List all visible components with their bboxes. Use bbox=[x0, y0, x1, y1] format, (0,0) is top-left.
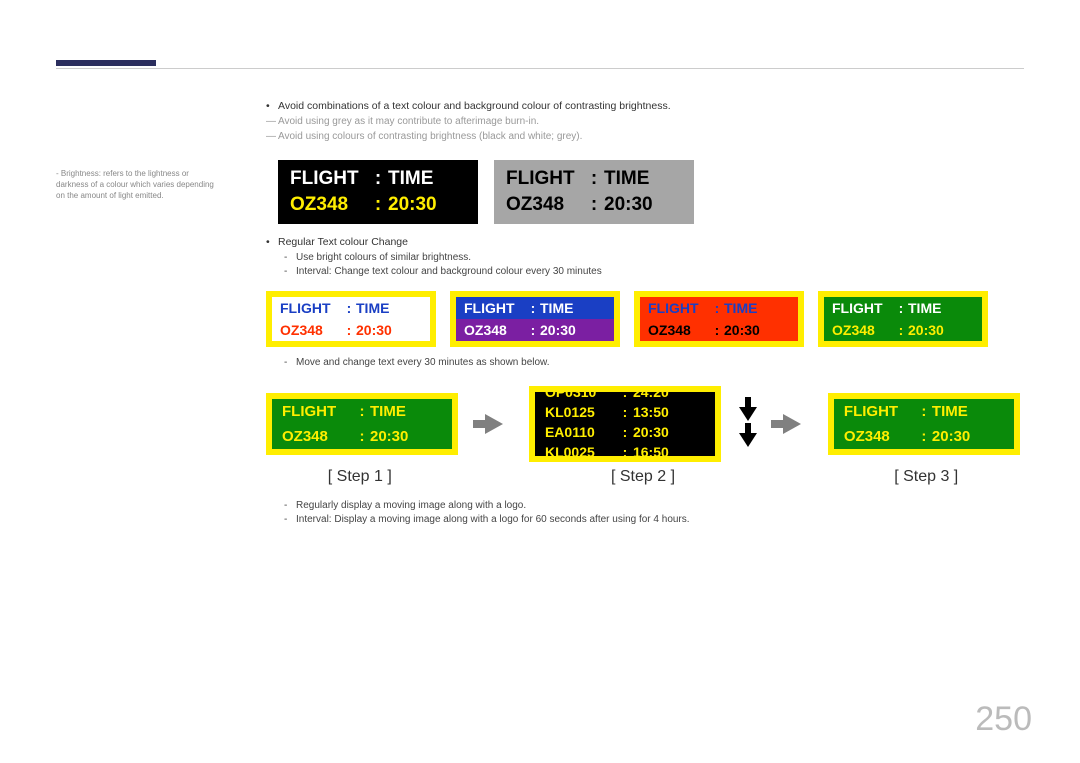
steps-row: FLIGHT:TIME OZ348:20:30 OP0310:24:20KL01… bbox=[266, 386, 1020, 462]
dash-note-1: Avoid using grey as it may contribute to… bbox=[260, 116, 1020, 127]
bullet-1: Avoid combinations of a text colour and … bbox=[260, 100, 1020, 112]
sub-1: Use bright colours of similar brightness… bbox=[260, 252, 1020, 263]
colour-board-3: FLIGHT:TIME OZ348:20:30 bbox=[818, 291, 988, 347]
page-number: 250 bbox=[975, 700, 1032, 739]
sub-3: Move and change text every 30 minutes as… bbox=[260, 357, 1020, 368]
step1-board: FLIGHT:TIME OZ348:20:30 bbox=[266, 393, 458, 455]
bullet-2: Regular Text colour Change bbox=[260, 236, 1020, 248]
header-accent-bar bbox=[56, 60, 156, 66]
flight-time: 20:30 bbox=[388, 194, 466, 216]
sidebar-footnote-text: Brightness: refers to the lightness or d… bbox=[56, 169, 214, 200]
step-label-3: [ Step 3 ] bbox=[832, 468, 1020, 486]
board-grey-row2: OZ348 : 20:30 bbox=[494, 192, 694, 218]
colour-board-1: FLIGHT:TIME OZ348:20:30 bbox=[450, 291, 620, 347]
scroll-row: KL0025:16:50 bbox=[535, 442, 715, 462]
sidebar-footnote: - Brightness: refers to the lightness or… bbox=[56, 168, 216, 202]
colour-board-0: FLIGHT:TIME OZ348:20:30 bbox=[266, 291, 436, 347]
sub-4: Regularly display a moving image along w… bbox=[260, 500, 1020, 511]
step-label-1: [ Step 1 ] bbox=[266, 468, 454, 486]
scroll-row: EA0110:20:30 bbox=[535, 422, 715, 442]
step2-board: OP0310:24:20KL0125:13:50EA0110:20:30KL00… bbox=[529, 386, 721, 462]
board-grey-row1: FLIGHT : TIME bbox=[494, 166, 694, 192]
label-time: TIME bbox=[388, 168, 466, 190]
colour-change-grid: FLIGHT:TIME OZ348:20:30 FLIGHT:TIME OZ34… bbox=[266, 291, 1020, 347]
sub-5: Interval: Display a moving image along w… bbox=[260, 514, 1020, 525]
arrow-down-icon bbox=[739, 407, 757, 421]
flight-code: OZ348 bbox=[290, 194, 368, 216]
board-black-row2: OZ348 : 20:30 bbox=[278, 192, 478, 218]
step-labels: [ Step 1 ] [ Step 2 ] [ Step 3 ] bbox=[266, 468, 1020, 486]
scroll-row: OP0310:24:20 bbox=[535, 386, 715, 402]
step3-board: FLIGHT:TIME OZ348:20:30 bbox=[828, 393, 1020, 455]
colour-board-2: FLIGHT:TIME OZ348:20:30 bbox=[634, 291, 804, 347]
sub-2: Interval: Change text colour and backgro… bbox=[260, 266, 1020, 277]
arrow-down-icon bbox=[739, 433, 757, 447]
contrast-example-boards: FLIGHT : TIME OZ348 : 20:30 FLIGHT : TIM… bbox=[278, 160, 1020, 224]
header-divider bbox=[56, 68, 1024, 69]
step-label-2: [ Step 2 ] bbox=[524, 468, 763, 486]
arrow-right-icon bbox=[783, 414, 801, 434]
arrow-right-icon bbox=[485, 414, 503, 434]
scroll-row: KL0125:13:50 bbox=[535, 402, 715, 422]
main-content: Avoid combinations of a text colour and … bbox=[260, 100, 1020, 528]
board-grey: FLIGHT : TIME OZ348 : 20:30 bbox=[494, 160, 694, 224]
dash-note-2: Avoid using colours of contrasting brigh… bbox=[260, 131, 1020, 142]
scroll-arrows bbox=[739, 407, 757, 447]
board-black-row1: FLIGHT : TIME bbox=[278, 166, 478, 192]
label-flight: FLIGHT bbox=[290, 168, 368, 190]
board-black: FLIGHT : TIME OZ348 : 20:30 bbox=[278, 160, 478, 224]
